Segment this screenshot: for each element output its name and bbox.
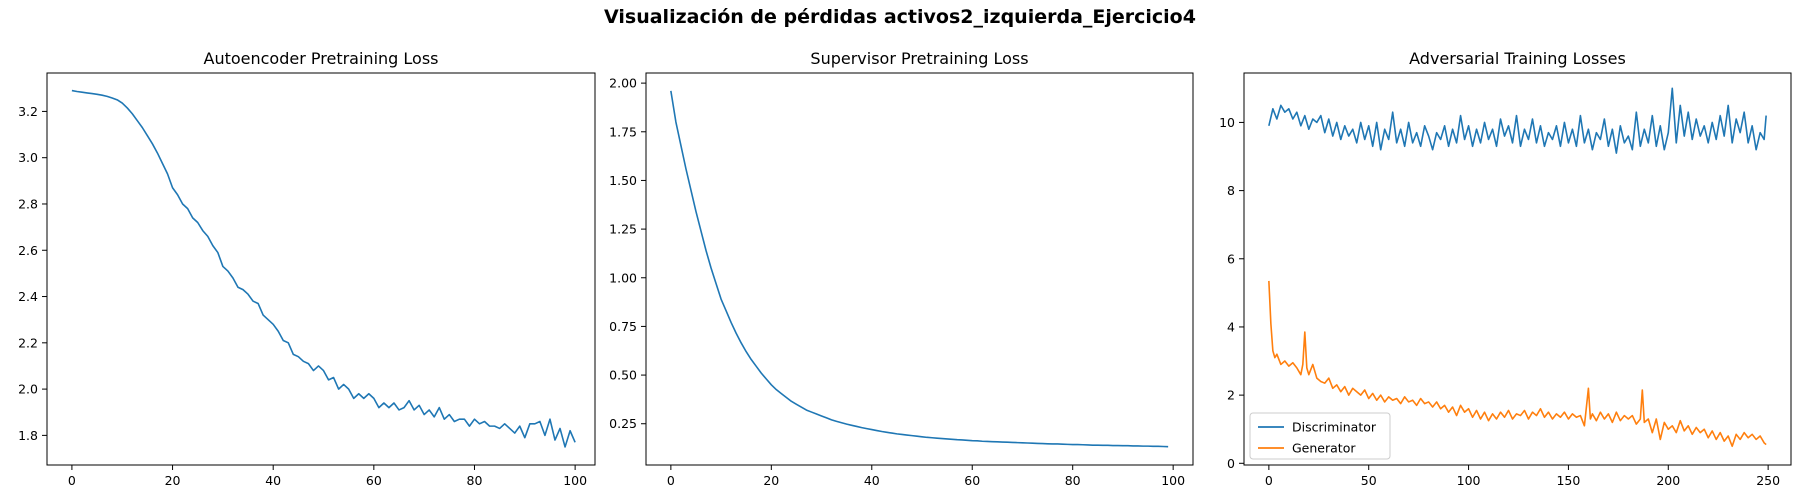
axes-frame — [1243, 72, 1792, 466]
y-tick-label: 2.6 — [18, 243, 38, 258]
x-tick-label: 0 — [68, 473, 76, 488]
chart-panel-2: Supervisor Pretraining Loss 0 20 40 60 80 100 0… — [609, 49, 1194, 488]
y-tick-label: 2.2 — [18, 335, 38, 350]
axes-frame — [645, 72, 1194, 466]
y-tick-label: 0 — [1227, 456, 1235, 471]
y-tick-label: 1.75 — [609, 124, 637, 139]
x-tick-label: 150 — [1556, 473, 1580, 488]
x-tick-label: 200 — [1656, 473, 1680, 488]
series-line-discriminator — [1268, 87, 1767, 154]
figure-title: Visualización de pérdidas activos2_izqui… — [604, 6, 1196, 28]
x-tick-label: 20 — [763, 473, 779, 488]
y-tick-label: 2.4 — [18, 289, 38, 304]
y-tick-label: 0.25 — [609, 416, 637, 431]
y-tick-label: 3.0 — [18, 150, 38, 165]
x-tick-label: 40 — [265, 473, 281, 488]
x-tick-label: 60 — [964, 473, 980, 488]
x-tick-label: 0 — [667, 473, 675, 488]
legend: Discriminator Generator — [1249, 412, 1391, 460]
legend-box — [1249, 412, 1391, 460]
x-tick-label: 0 — [1265, 473, 1273, 488]
y-tick-label: 4 — [1227, 319, 1235, 334]
x-tick-label: 80 — [467, 473, 483, 488]
y-tick-label: 6 — [1227, 251, 1235, 266]
y-tick-label: 0.50 — [609, 368, 637, 383]
axes-frame — [46, 72, 596, 466]
y-tick-label: 2.00 — [609, 76, 637, 91]
x-tick-label: 80 — [1065, 473, 1081, 488]
y-tick-label: 3.2 — [18, 104, 38, 119]
y-tick-label: 1.50 — [609, 173, 637, 188]
y-tick-label: 2.0 — [18, 382, 38, 397]
x-tick-label: 50 — [1361, 473, 1377, 488]
y-tick-label: 0.75 — [609, 319, 637, 334]
x-tick-label: 100 — [1457, 473, 1481, 488]
series-line-1 — [71, 89, 576, 448]
legend-label: Discriminator — [1292, 420, 1377, 435]
x-tick-label: 20 — [165, 473, 181, 488]
chart-panel-1: Autoencoder Pretraining Loss 0 20 40 60 80 100… — [18, 49, 596, 488]
series-line-1 — [670, 90, 1169, 448]
y-tick-label: 1.8 — [18, 428, 38, 443]
x-tick-label: 100 — [1161, 473, 1185, 488]
x-tick-label: 100 — [563, 473, 587, 488]
y-tick-label: 8 — [1227, 183, 1235, 198]
x-tick-label: 40 — [864, 473, 880, 488]
series-line-generator — [1268, 280, 1767, 448]
y-tick-label: 2.8 — [18, 196, 38, 211]
legend-label: Generator — [1292, 441, 1356, 456]
x-tick-label: 60 — [366, 473, 382, 488]
y-tick-label: 2 — [1227, 388, 1235, 403]
y-tick-label: 10 — [1219, 115, 1235, 130]
y-tick-label: 1.00 — [609, 270, 637, 285]
chart-title: Adversarial Training Losses — [1409, 49, 1626, 68]
chart-title: Autoencoder Pretraining Loss — [204, 49, 439, 68]
chart-title: Supervisor Pretraining Loss — [810, 49, 1028, 68]
x-tick-label: 250 — [1756, 473, 1780, 488]
y-tick-label: 1.25 — [609, 222, 637, 237]
